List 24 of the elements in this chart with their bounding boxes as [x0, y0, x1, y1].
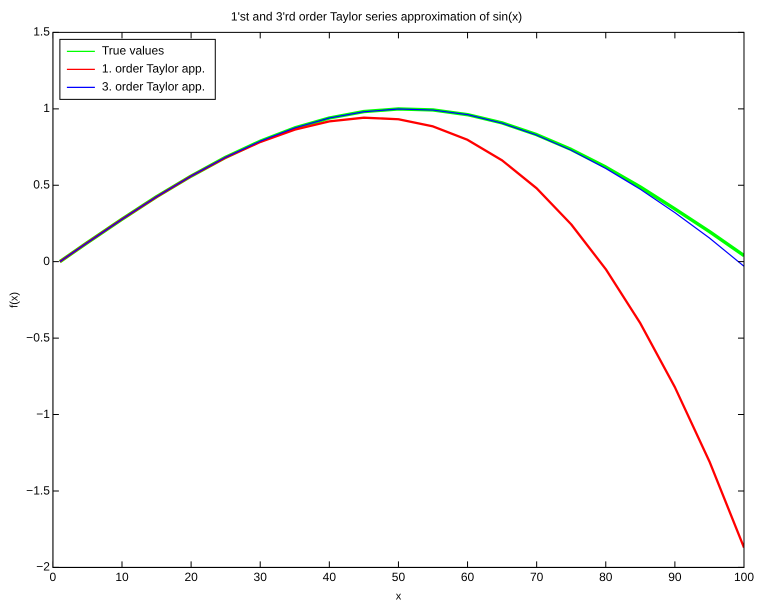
x-tick-label: 30 [254, 570, 268, 584]
x-tick-label: 20 [184, 570, 198, 584]
y-tick-label: 0 [43, 254, 50, 268]
y-tick-label: −2 [36, 560, 50, 574]
x-tick-label: 70 [530, 570, 544, 584]
x-tick-label: 80 [599, 570, 613, 584]
x-tick-label: 100 [734, 570, 754, 584]
y-tick-label: −0.5 [26, 330, 50, 344]
x-axis-title: x [396, 590, 402, 602]
y-tick-label: −1 [36, 406, 50, 421]
y-tick-label: 0.5 [33, 178, 50, 192]
y-tick-label: −1.5 [26, 483, 50, 498]
chart-title: 1'st and 3'rd order Taylor series approximation of sin(x) [230, 10, 522, 24]
x-tick-label: 60 [460, 570, 475, 584]
y-axis-title: f(x) [8, 292, 21, 308]
x-tick-label: 50 [392, 570, 406, 584]
legend-label: 3. order Taylor app. [102, 80, 206, 94]
y-tick-label: 1 [43, 101, 50, 116]
y-tick-label: 1.5 [33, 24, 50, 39]
x-tick-label: 10 [115, 570, 129, 584]
legend-label: True values [102, 44, 164, 58]
x-tick-label: 40 [322, 570, 336, 584]
legend-label: 1. order Taylor app. [102, 62, 206, 76]
x-tick-label: 90 [668, 570, 682, 584]
